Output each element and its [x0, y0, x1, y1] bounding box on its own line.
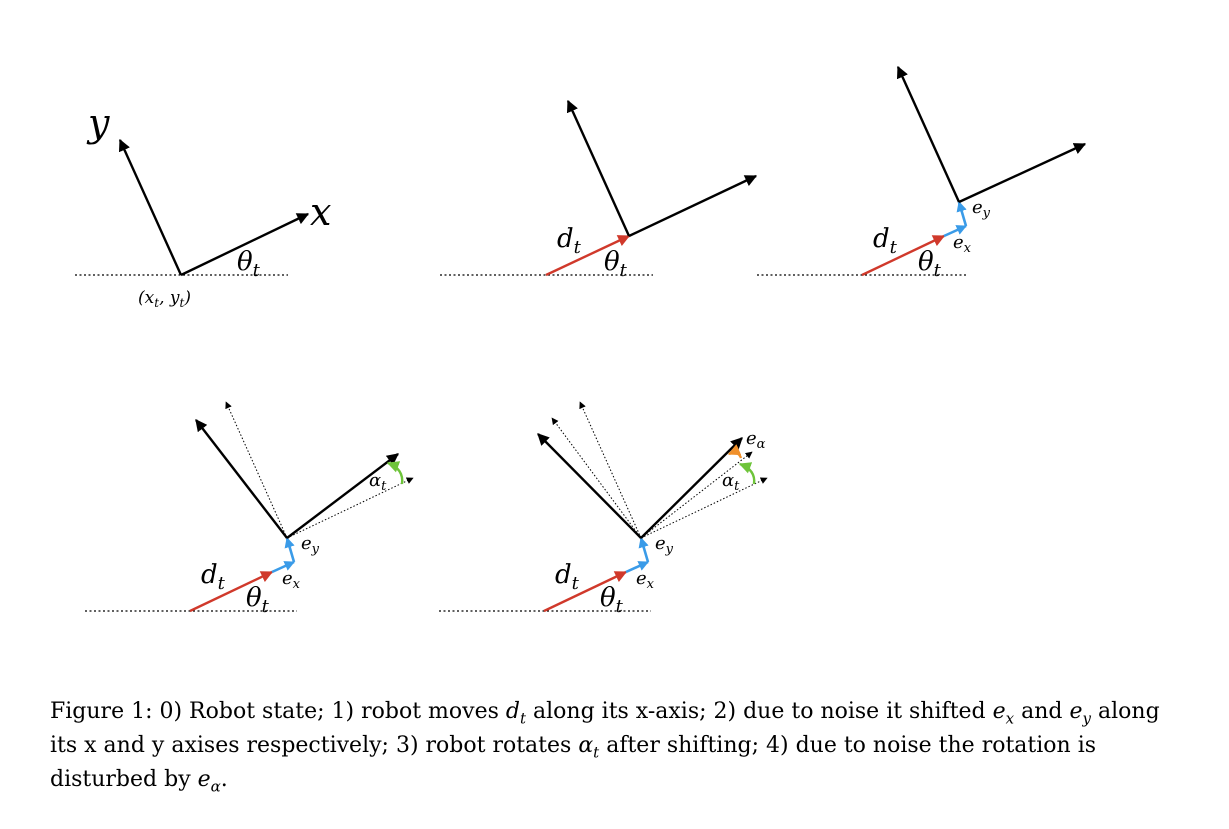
rotated-x-axis: [640, 451, 753, 539]
motion-arrow-d: [861, 234, 946, 277]
ex-label: ex: [953, 232, 972, 256]
noise-arrow-ey: [956, 201, 968, 227]
robot-x-axis: [180, 212, 310, 277]
noise-arrow-ex: [625, 560, 649, 574]
theta-label: θt: [600, 583, 624, 617]
motion-arrow-d: [545, 234, 631, 277]
previous-y-axis: [225, 401, 288, 539]
alpha-label: αt: [369, 470, 387, 494]
robot-motion-diagram: y x θt (xt, yt) dt θt dt θt ex ey α: [75, 65, 1087, 617]
noise-arrow-ey: [638, 537, 650, 563]
d-label: dt: [555, 560, 580, 594]
original-x-axis: [640, 477, 768, 539]
robot-y-axis: [195, 419, 288, 539]
robot-y-axis: [566, 99, 631, 237]
panel-0-robot-state: y x θt (xt, yt): [75, 101, 331, 310]
robot-x-axis: [628, 174, 758, 238]
origin-label: (xt, yt): [138, 288, 191, 310]
panel-4-rotation-noise: αt eα dt θt ex ey: [439, 401, 768, 617]
theta-label: θt: [918, 247, 942, 281]
d-label: dt: [873, 224, 898, 258]
noise-arrow-ex: [943, 224, 967, 238]
previous-x-axis: [286, 477, 414, 539]
panel-1-move: dt θt: [440, 99, 758, 281]
ex-label: ex: [636, 568, 655, 592]
robot-x-axis: [640, 437, 743, 539]
rotation-arc-alpha: [738, 462, 756, 485]
ey-label: ey: [301, 533, 320, 557]
theta-label: θt: [604, 247, 628, 281]
panel-3-rotate: αt dt θt ex ey: [85, 401, 414, 617]
theta-label: θt: [237, 247, 261, 281]
noise-arrow-ex: [271, 560, 295, 574]
alpha-label: αt: [722, 470, 740, 494]
motion-arrow-d: [189, 570, 274, 613]
original-y-axis: [579, 401, 642, 539]
theta-label: θt: [246, 583, 270, 617]
robot-x-axis: [286, 453, 399, 539]
y-axis-label: y: [86, 101, 110, 145]
ex-label: ex: [282, 568, 301, 592]
ey-label: ey: [972, 197, 991, 221]
noise-arrow-ey: [284, 537, 296, 563]
rotation-arc-alpha: [386, 461, 404, 485]
robot-y-axis: [118, 138, 183, 276]
panel-2-shift: dt θt ex ey: [757, 65, 1087, 281]
d-label: dt: [557, 224, 582, 258]
x-axis-label: x: [310, 190, 331, 234]
rotation-noise-arc-e-alpha: [727, 444, 743, 459]
d-label: dt: [201, 560, 226, 594]
robot-x-axis: [958, 142, 1087, 204]
robot-y-axis: [537, 433, 642, 539]
robot-y-axis: [896, 65, 961, 203]
rotated-y-axis: [551, 417, 642, 539]
figure-caption: Figure 1: 0) Robot state; 1) robot moves…: [50, 699, 1160, 796]
e-alpha-label: eα: [746, 428, 766, 452]
motion-arrow-d: [543, 570, 628, 613]
ey-label: ey: [655, 533, 674, 557]
